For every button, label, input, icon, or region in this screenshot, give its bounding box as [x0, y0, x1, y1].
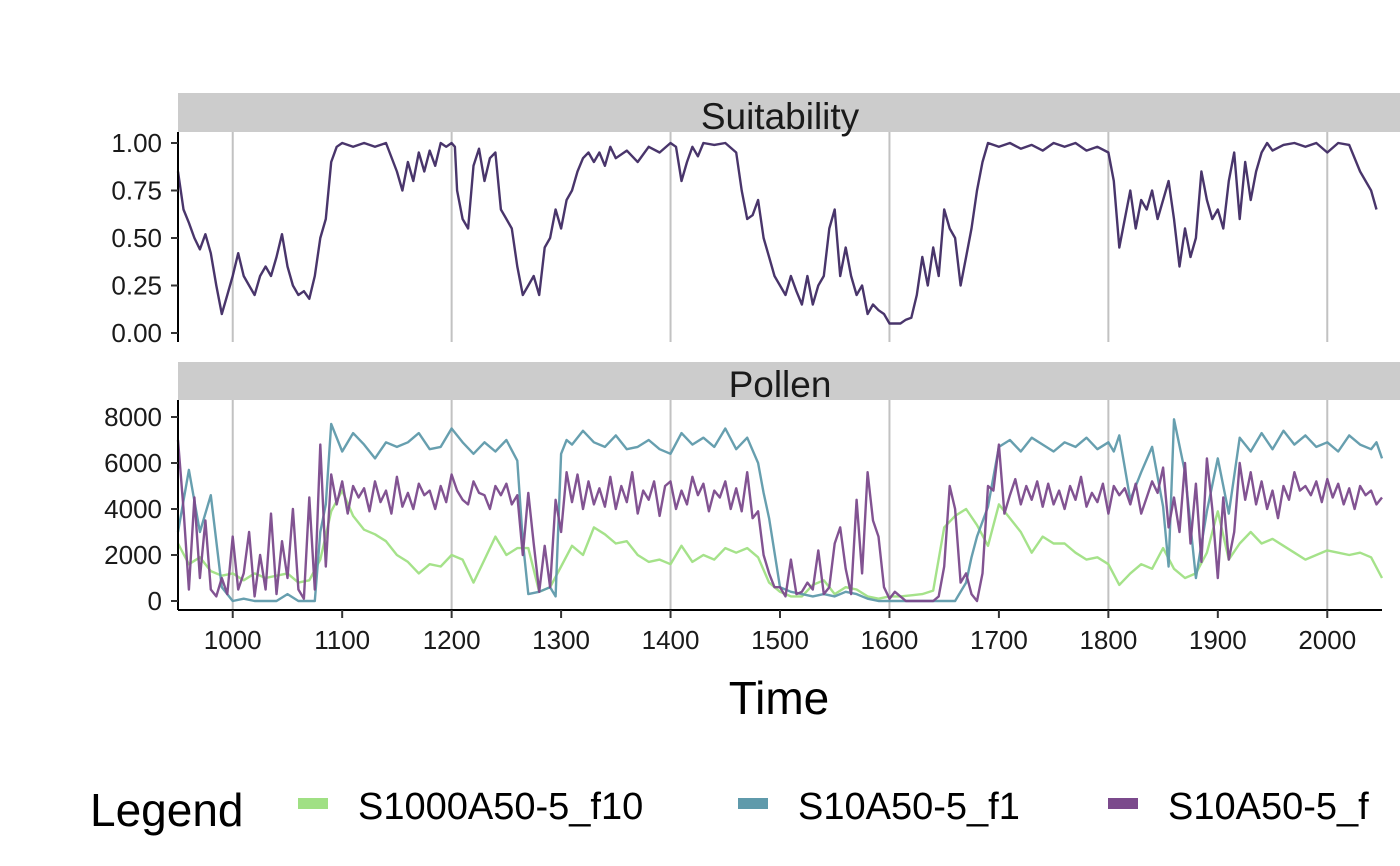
x-tick-label: 1000	[204, 625, 262, 655]
series-line-S10A50-5_f	[176, 439, 1383, 603]
x-tick-label: 1500	[751, 625, 809, 655]
y-tick-label: 0.00	[111, 318, 162, 348]
strip-pollen	[178, 362, 1400, 400]
x-tick-label: 1700	[970, 625, 1028, 655]
legend-entry-label: S10A50-5_f1	[798, 786, 1020, 828]
series-line-S10A50-5_f1	[176, 418, 1384, 603]
legend-key	[1108, 798, 1138, 809]
legend-key	[738, 798, 768, 809]
y-tick-label: 0.25	[111, 271, 162, 301]
x-tick-label: 1300	[532, 625, 590, 655]
y-tick-label: 6000	[104, 448, 162, 478]
x-axis: 1000 1100 1200 1300 1400 1500 1600 1700 1800 1900…	[178, 609, 1382, 655]
x-tick-label: 1900	[1189, 625, 1247, 655]
panel-suitability: Suitability 0.00 0.25 0.50 0.75 1.00	[111, 93, 1400, 348]
x-tick-label: 1800	[1079, 625, 1137, 655]
legend-title: Legend	[90, 784, 244, 836]
y-tick-label: 8000	[104, 402, 162, 432]
strip-label: Suitability	[701, 96, 860, 137]
x-tick-label: 1400	[642, 625, 700, 655]
x-tick-label: 2000	[1298, 625, 1356, 655]
legend-key	[298, 798, 328, 809]
x-tick-label: 1600	[861, 625, 919, 655]
y-tick-label: 2000	[104, 540, 162, 570]
strip-suitability	[178, 93, 1400, 132]
x-tick-label: 1200	[423, 625, 481, 655]
y-tick-label: 0.75	[111, 176, 162, 206]
series-line-S1000A50-5_f10	[176, 489, 1384, 600]
panels-layer: Suitability 0.00 0.25 0.50 0.75 1.00 Pollen 0 20…	[104, 93, 1400, 616]
x-axis-title: Time	[729, 672, 830, 724]
y-tick-label: 1.00	[111, 128, 162, 158]
legend: Legend S1000A50-5_f10 S10A50-5_f1 S10A50-5…	[90, 784, 1369, 836]
legend-entry-label: S10A50-5_f	[1168, 786, 1369, 828]
y-tick-label: 4000	[104, 494, 162, 524]
y-tick-label: 0	[148, 586, 162, 616]
strip-label: Pollen	[729, 364, 832, 405]
y-tick-label: 0.50	[111, 223, 162, 253]
x-tick-label: 1100	[314, 625, 370, 655]
legend-entry-label: S1000A50-5_f10	[358, 786, 643, 828]
series-line-suitability	[176, 141, 1378, 325]
panel-pollen: Pollen 0 2000 4000 6000 8000	[104, 362, 1400, 616]
